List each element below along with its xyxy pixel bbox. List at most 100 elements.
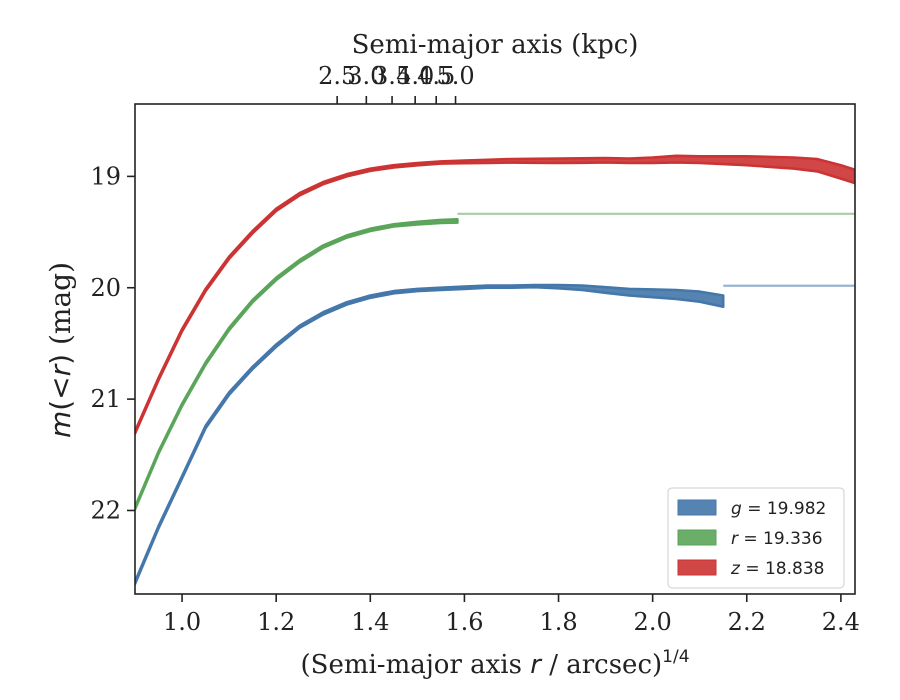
series-point-z-30 (840, 171, 841, 172)
asymptote-lines (457, 212, 855, 287)
series-point-r-1 (158, 452, 159, 453)
series-point-z-11 (393, 166, 394, 167)
y-axis-label-close-paren: ) (44, 354, 77, 365)
series-point-z-17 (534, 160, 535, 161)
series-point-r-4 (229, 328, 230, 329)
series-point-g-8 (323, 313, 324, 314)
y-tick-label-3: 22 (90, 496, 121, 524)
x-axis-label-variable: r (530, 650, 543, 680)
series-point-r-7 (299, 260, 300, 261)
y-axis-label-r: r (44, 363, 77, 376)
series-z (135, 154, 855, 435)
x-tick-label-7: 2.4 (822, 608, 860, 636)
x-axis-label-prefix: (Semi-major axis (300, 650, 530, 680)
y-axis-label: m(<r) (mag) (44, 262, 77, 438)
top-tick-label-5: 5.0 (436, 62, 474, 90)
series-r (135, 218, 459, 511)
legend-item-r: r = 19.336 (677, 529, 823, 549)
x-tick-label-2: 1.4 (351, 608, 389, 636)
series-point-g-17 (534, 286, 535, 287)
series-point-z-29 (817, 165, 818, 166)
series-point-z-16 (511, 160, 512, 161)
top-x-axis: 2.53.03.54.04.55.0 (318, 62, 475, 104)
series-point-z-22 (652, 160, 653, 161)
series-point-z-21 (629, 160, 630, 161)
series-band-r (135, 218, 459, 511)
y-tick-label-2: 21 (90, 385, 121, 413)
plot-frame (134, 103, 856, 595)
x-tick-label-0: 1.0 (163, 608, 201, 636)
x-axis: 1.0 1.2 1.4 1.6 1.8 2.0 2.2 2.4 (163, 594, 860, 636)
y-axis: 19 20 21 22 (90, 162, 135, 524)
series-point-g-19 (582, 287, 583, 288)
series-point-r-11 (393, 225, 394, 226)
series-point-g-12 (417, 289, 418, 290)
x-axis-label-exponent: 1/4 (662, 647, 689, 667)
x-tick-label-1: 1.2 (257, 608, 295, 636)
legend-swatch-z (677, 559, 717, 576)
series-point-r-6 (276, 278, 277, 279)
series-point-g-4 (229, 393, 230, 394)
legend-value-g: = 19.982 (742, 499, 827, 519)
x-tick-label-3: 1.6 (445, 608, 483, 636)
series-point-z-28 (793, 162, 794, 163)
legend-swatch-g (677, 499, 717, 516)
series-point-g-18 (558, 286, 559, 287)
series-point-z-7 (299, 194, 300, 195)
series-layer (135, 154, 855, 586)
y-tick-label-1: 20 (90, 274, 121, 302)
series-point-r-3 (205, 363, 206, 364)
series-point-z-9 (346, 175, 347, 176)
series-point-g-2 (182, 477, 183, 478)
x-axis-label-suffix: / arcsec) (541, 650, 662, 680)
legend-label-r: r = 19.336 (731, 529, 823, 549)
series-point-g-22 (652, 293, 653, 294)
top-tick-label-3: 4.0 (396, 62, 434, 90)
series-point-g-25 (723, 301, 724, 302)
legend-item-z: z = 18.838 (677, 559, 824, 579)
series-point-g-16 (511, 286, 512, 287)
legend-variable-r: r (731, 529, 739, 549)
series-point-g-7 (299, 326, 300, 327)
x-tick-label-5: 2.0 (634, 608, 672, 636)
legend-variable-z: z (730, 559, 741, 579)
series-point-r-2 (182, 404, 183, 405)
series-point-z-4 (229, 257, 230, 258)
legend-value-r: = 19.336 (738, 529, 823, 549)
series-point-g-11 (393, 292, 394, 293)
top-tick-label-1: 3.0 (347, 62, 385, 90)
x-tick-label-6: 2.2 (728, 608, 766, 636)
series-point-z-24 (699, 159, 700, 160)
series-g (135, 283, 725, 586)
legend-swatch-r (677, 529, 717, 546)
series-point-r-13 (440, 221, 441, 222)
legend-label-z: z = 18.838 (730, 559, 824, 579)
series-point-z-26 (746, 160, 747, 161)
series-point-z-25 (723, 160, 724, 161)
series-point-g-15 (487, 286, 488, 287)
top-x-axis-label: Semi-major axis (kpc) (352, 30, 639, 60)
series-point-g-14 (464, 287, 465, 288)
series-point-z-14 (464, 161, 465, 162)
legend-variable-g: g (731, 499, 742, 519)
series-point-g-23 (676, 294, 677, 295)
series-point-g-5 (252, 367, 253, 368)
series-point-r-14 (457, 220, 458, 221)
y-axis-label-m: m (44, 411, 77, 438)
y-axis-label-unit: (mag) (44, 262, 77, 354)
series-point-g-9 (346, 303, 347, 304)
legend-value-z: = 18.838 (740, 559, 825, 579)
series-point-g-1 (158, 527, 159, 528)
series-point-g-20 (605, 289, 606, 290)
series-point-z-12 (417, 164, 418, 165)
series-point-g-21 (629, 292, 630, 293)
series-point-g-6 (276, 345, 277, 346)
series-point-z-18 (558, 160, 559, 161)
series-point-z-10 (370, 169, 371, 170)
plot-area (134, 103, 856, 595)
series-point-z-13 (440, 162, 441, 163)
series-point-r-12 (417, 223, 418, 224)
series-point-z-8 (323, 183, 324, 184)
series-point-z-6 (276, 209, 277, 210)
